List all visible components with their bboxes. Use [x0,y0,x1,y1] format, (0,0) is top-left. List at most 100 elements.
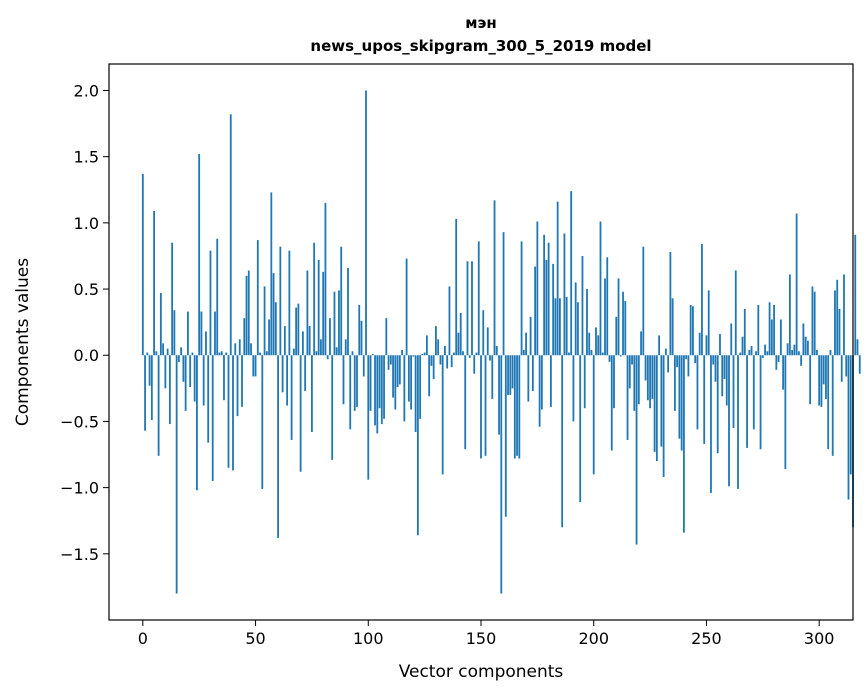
bar [793,344,796,356]
x-axis-label: Vector components [399,662,564,682]
bar [791,349,794,356]
bar [858,355,861,374]
bar [150,355,153,421]
bar [827,355,830,450]
bar [193,355,196,402]
bar [245,275,248,356]
bar [274,302,277,356]
bar [813,291,816,356]
bar [692,306,694,356]
chart-title: мэн [465,14,497,32]
bar [358,304,361,356]
bar [610,355,613,451]
bar [344,339,347,356]
bar [507,355,509,395]
bar [342,355,345,405]
bar [804,336,807,356]
bar [561,355,564,528]
bar [414,355,417,433]
bar [843,274,845,356]
bar [202,355,205,406]
bar [270,192,273,356]
bar [196,355,198,491]
bar [568,352,570,356]
bar [141,173,144,356]
bar [290,355,293,440]
bar [401,349,403,356]
bar [779,319,782,356]
bar [613,355,615,409]
x-axis-ticks: 0 50 100 150 200 250 300 [138,620,834,648]
bar [320,339,322,356]
bar [504,355,507,517]
bar [198,154,201,356]
bar [689,304,692,356]
bar [299,355,302,472]
bar [579,355,582,503]
bar [854,234,857,356]
bar [811,286,814,356]
bar [635,355,638,545]
bar [189,355,192,388]
bar [180,347,183,356]
bar [477,241,480,356]
bar [159,293,162,356]
bar [351,351,354,356]
bar [435,326,437,356]
bar [637,355,640,405]
y-axis-ticks: −1.5 −1.0 −0.5 0.0 0.5 1.0 1.5 2.0 [60,81,109,564]
bar [705,335,708,356]
bar [710,355,712,493]
bar [838,308,841,356]
bar [223,355,225,401]
bar [761,355,764,358]
bar [308,326,311,356]
bar [353,355,356,411]
y-tick-label: 0.0 [74,346,99,365]
bar [597,335,600,356]
bar [653,355,656,452]
bar [209,250,212,356]
bar [766,351,769,356]
bar [642,246,645,356]
bar [182,355,185,382]
bar [173,310,176,356]
bar [671,298,674,356]
bar [263,286,266,356]
bar [845,355,848,377]
bar [311,355,313,433]
bar [698,332,701,356]
bar [466,261,469,356]
bar [425,335,428,356]
bar [719,334,721,356]
bar [531,355,534,391]
bar [268,319,270,356]
bar [626,355,629,440]
bar [644,355,647,381]
bar [673,355,676,411]
bar [676,355,679,368]
bar [685,355,688,360]
bar [498,355,500,435]
bar [369,355,372,411]
bar [281,355,284,393]
bar [277,355,279,538]
bar [459,312,462,356]
bar [207,355,210,443]
bar [292,348,295,356]
bar [398,355,401,385]
bar [250,343,252,356]
bar [536,221,539,356]
bar [376,355,379,434]
bar [604,278,606,356]
bar [480,355,482,459]
bar [439,355,442,365]
bar [588,332,591,356]
y-tick-label: 1.5 [74,148,99,167]
bar [468,355,471,358]
bar [522,349,525,356]
bar [333,291,336,356]
bar [723,355,726,380]
bar [389,355,392,365]
